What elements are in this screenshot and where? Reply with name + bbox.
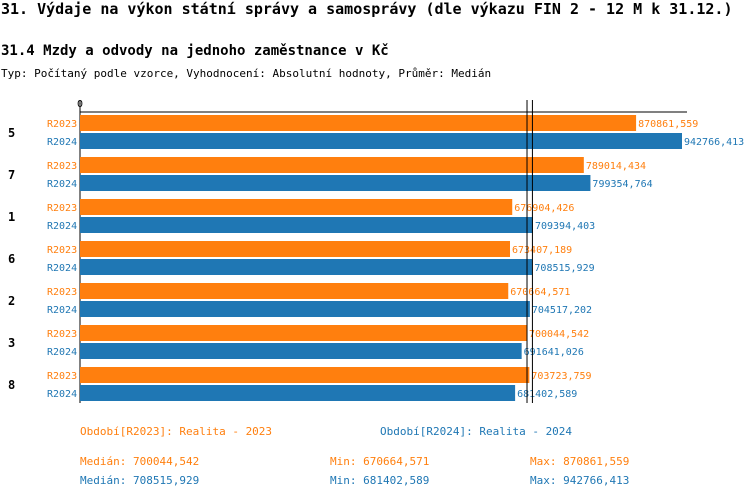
- bar-r2023: [80, 367, 530, 383]
- stat-r2023-median: Medián: 700044,542: [80, 455, 200, 468]
- stat-r2024-median: Medián: 708515,929: [80, 474, 200, 487]
- series-label-r2024: R2024: [47, 221, 77, 232]
- series-label-r2024: R2024: [47, 179, 77, 190]
- bar-r2023: [80, 283, 509, 299]
- stat-r2024-max: Max: 942766,413: [530, 474, 630, 487]
- bar-value-label: 691641,026: [524, 347, 584, 358]
- bar-r2024: [80, 175, 591, 191]
- bar-r2023: [80, 325, 528, 341]
- bar-value-label: 700044,542: [529, 329, 589, 340]
- bar-value-label: 673407,189: [512, 245, 572, 256]
- bar-value-label: 681402,589: [517, 389, 577, 400]
- bar-r2024: [80, 343, 522, 359]
- bar-value-label: 676904,426: [514, 203, 574, 214]
- stat-r2023-max: Max: 870861,559: [530, 455, 630, 468]
- chart-subtitle: 31.4 Mzdy a odvody na jednoho zaměstnanc…: [1, 43, 389, 59]
- bar-value-label: 709394,403: [535, 221, 595, 232]
- category-label: 1: [8, 210, 15, 224]
- bar-value-label: 704517,202: [532, 305, 592, 316]
- stat-r2024-min: Min: 681402,589: [330, 474, 430, 487]
- bar-r2023: [80, 241, 511, 257]
- series-label-r2023: R2023: [47, 371, 77, 382]
- bar-r2024: [80, 133, 682, 149]
- chart-description: Typ: Počítaný podle vzorce, Vyhodnocení:…: [1, 67, 492, 80]
- bar-r2023: [80, 199, 513, 215]
- series-label-r2024: R2024: [47, 347, 77, 358]
- series-label-r2024: R2024: [47, 305, 77, 316]
- series-label-r2023: R2023: [47, 287, 77, 298]
- series-label-r2023: R2023: [47, 161, 77, 172]
- bar-r2023: [80, 115, 637, 131]
- category-label: 6: [8, 252, 15, 266]
- category-label: 8: [8, 378, 15, 392]
- legend-r2023: Období[R2023]: Realita - 2023: [80, 425, 273, 438]
- bar-value-label: 870861,559: [638, 119, 698, 130]
- bar-value-label: 703723,759: [531, 371, 591, 382]
- bar-r2024: [80, 217, 533, 233]
- series-label-r2023: R2023: [47, 203, 77, 214]
- bar-value-label: 670664,571: [510, 287, 570, 298]
- series-label-r2023: R2023: [47, 245, 77, 256]
- bar-r2024: [80, 385, 516, 401]
- category-label: 2: [8, 294, 15, 308]
- category-label: 5: [8, 126, 15, 140]
- series-label-r2023: R2023: [47, 329, 77, 340]
- bar-r2023: [80, 157, 584, 173]
- series-label-r2024: R2024: [47, 137, 77, 148]
- category-label: 3: [8, 336, 15, 350]
- legend-r2024: Období[R2024]: Realita - 2024: [380, 425, 573, 438]
- bar-value-label: 799354,764: [592, 179, 652, 190]
- series-label-r2024: R2024: [47, 389, 77, 400]
- page-title: 31. Výdaje na výkon státní správy a samo…: [1, 0, 733, 18]
- category-label: 7: [8, 168, 15, 182]
- stat-r2023-min: Min: 670664,571: [330, 455, 430, 468]
- bar-value-label: 708515,929: [534, 263, 594, 274]
- bar-r2024: [80, 301, 530, 317]
- bar-value-label: 789014,434: [586, 161, 646, 172]
- series-label-r2023: R2023: [47, 119, 77, 130]
- bar-r2024: [80, 259, 533, 275]
- series-label-r2024: R2024: [47, 263, 77, 274]
- bar-value-label: 942766,413: [684, 137, 744, 148]
